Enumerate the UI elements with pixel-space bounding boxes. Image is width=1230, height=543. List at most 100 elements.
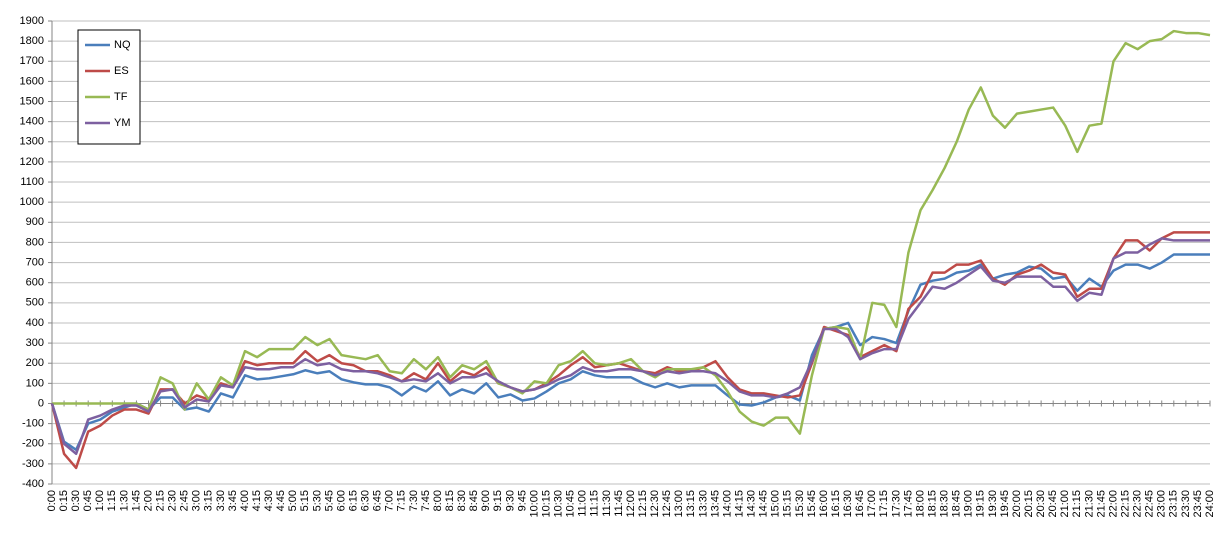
y-tick-label: -400 — [22, 478, 44, 490]
x-tick-label: 0:30 — [70, 490, 82, 511]
legend-label: ES — [114, 65, 129, 77]
x-tick-label: 1:30 — [118, 490, 130, 511]
series-line — [52, 29, 1211, 435]
y-tick-label: -100 — [22, 418, 44, 430]
x-tick-label: 11:15 — [589, 490, 601, 517]
x-tick-label: 13:30 — [697, 490, 709, 518]
x-tick-label: 19:45 — [999, 490, 1011, 518]
x-tick-label: 12:15 — [637, 490, 649, 518]
x-tick-label: 18:15 — [926, 490, 938, 518]
x-tick-label: 3:00 — [191, 490, 203, 511]
y-tick-label: -300 — [22, 458, 44, 470]
x-tick-label: 13:15 — [685, 490, 697, 518]
x-tick-label: 4:45 — [275, 490, 287, 511]
x-tick-label: 1:00 — [94, 490, 106, 511]
x-tick-label: 23:00 — [1156, 490, 1168, 518]
y-tick-label: 400 — [26, 317, 44, 329]
y-tick-label: 100 — [26, 377, 44, 389]
y-tick-label: 1600 — [20, 75, 44, 87]
legend-label: YM — [114, 117, 131, 129]
legend-box — [77, 29, 141, 145]
x-tick-label: 10:45 — [565, 490, 577, 518]
y-tick-label: 1400 — [20, 116, 44, 128]
x-tick-label: 7:00 — [384, 490, 396, 511]
x-tick-label: 16:45 — [854, 490, 866, 518]
y-tick-label: 1300 — [20, 136, 44, 148]
x-tick-label: 3:45 — [227, 490, 239, 511]
x-tick-label: 22:45 — [1144, 490, 1156, 518]
x-tick-label: 13:00 — [673, 490, 685, 518]
x-tick-label: 0:15 — [58, 490, 70, 511]
x-tick-label: 10:30 — [553, 490, 565, 518]
x-tick-label: 4:00 — [239, 490, 251, 511]
legend-label: TF — [114, 91, 128, 103]
y-tick-label: 1100 — [20, 176, 44, 188]
x-tick-label: 6:30 — [360, 490, 372, 511]
x-tick-label: 19:00 — [963, 490, 975, 518]
x-tick-label: 13:45 — [709, 490, 721, 518]
x-tick-label: 2:00 — [142, 490, 154, 511]
x-tick-label: 14:15 — [733, 490, 745, 518]
x-tick-label: 6:15 — [347, 490, 359, 511]
x-tick-label: 8:30 — [456, 490, 468, 511]
x-tick-label: 17:00 — [866, 490, 878, 518]
x-tick-label: 21:45 — [1095, 490, 1107, 518]
x-tick-label: 12:30 — [649, 490, 661, 518]
x-tick-label: 16:00 — [818, 490, 830, 518]
y-tick-label: 1900 — [20, 15, 44, 27]
series-line — [50, 253, 1210, 452]
x-tick-label: 14:30 — [746, 490, 758, 518]
x-tick-label: 17:15 — [878, 490, 890, 518]
x-tick-label: 11:30 — [601, 490, 613, 517]
x-tick-label: 12:45 — [661, 490, 673, 518]
y-tick-label: 900 — [26, 216, 44, 228]
x-tick-label: 16:30 — [842, 490, 854, 518]
x-tick-label: 21:15 — [1071, 490, 1083, 518]
x-tick-label: 18:00 — [914, 490, 926, 518]
x-tick-label: 0:00 — [46, 490, 58, 511]
x-tick-label: 15:15 — [782, 490, 794, 518]
x-tick-label: 6:00 — [335, 490, 347, 511]
x-tick-label: 23:30 — [1180, 490, 1192, 518]
x-tick-label: 9:30 — [504, 490, 516, 511]
x-tick-label: 12:00 — [625, 490, 637, 518]
x-tick-label: 20:00 — [1011, 490, 1023, 518]
x-tick-label: 22:00 — [1107, 490, 1119, 518]
x-tick-label: 14:45 — [758, 490, 770, 518]
x-tick-label: 10:00 — [528, 490, 540, 518]
series-line — [50, 231, 1210, 470]
x-tick-label: 0:45 — [82, 490, 94, 511]
x-tick-label: 1:15 — [106, 490, 118, 511]
x-tick-label: 3:15 — [203, 490, 215, 511]
series-line — [50, 237, 1210, 456]
x-tick-label: 7:45 — [420, 490, 432, 511]
y-tick-label: 1700 — [20, 55, 44, 67]
x-tick-label: 2:15 — [154, 490, 166, 511]
x-tick-label: 10:15 — [540, 490, 552, 518]
x-tick-label: 16:15 — [830, 490, 842, 518]
x-tick-label: 23:15 — [1168, 490, 1180, 518]
y-tick-label: 1000 — [20, 196, 44, 208]
x-tick-label: 15:45 — [806, 490, 818, 518]
x-tick-label: 20:45 — [1047, 490, 1059, 518]
y-tick-label: 500 — [26, 297, 44, 309]
x-tick-label: 3:30 — [215, 490, 227, 511]
x-tick-label: 5:45 — [323, 490, 335, 511]
x-tick-label: 9:00 — [480, 490, 492, 511]
y-tick-label: 0 — [38, 397, 44, 409]
y-tick-label: -200 — [22, 438, 44, 450]
x-tick-label: 17:45 — [902, 490, 914, 518]
x-tick-label: 11:45 — [613, 490, 625, 517]
x-tick-label: 14:00 — [721, 490, 733, 518]
x-tick-label: 1:45 — [130, 490, 142, 511]
legend-label: NQ — [114, 39, 131, 51]
x-tick-label: 8:45 — [468, 490, 480, 511]
x-tick-label: 19:30 — [987, 490, 999, 518]
x-tick-label: 5:00 — [287, 490, 299, 511]
x-tick-label: 15:00 — [770, 490, 782, 518]
x-tick-label: 21:30 — [1083, 490, 1095, 518]
x-tick-label: 22:15 — [1119, 490, 1131, 518]
x-tick-label: 11:00 — [577, 490, 589, 517]
